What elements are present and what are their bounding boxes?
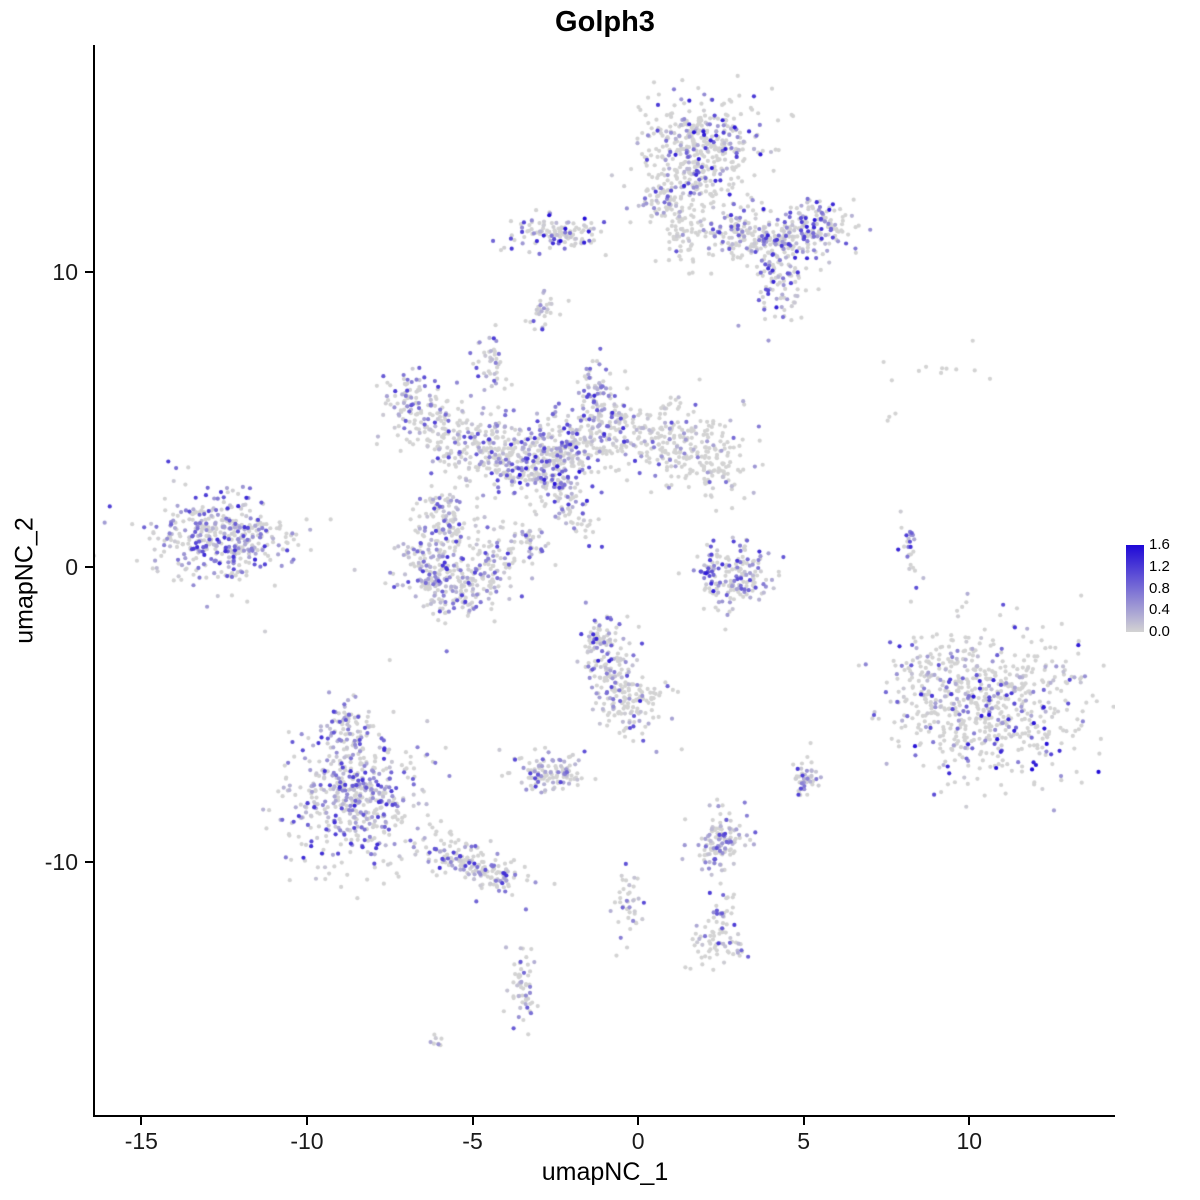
legend-label: 0.0 <box>1149 623 1170 640</box>
legend-label: 0.4 <box>1149 601 1170 619</box>
x-tick-label: -15 <box>124 1128 158 1154</box>
x-tick-mark <box>637 1117 640 1125</box>
x-axis-line <box>93 1115 1115 1117</box>
x-tick-mark <box>471 1117 474 1125</box>
chart-title: Golph3 <box>555 6 655 38</box>
x-tick-mark <box>802 1117 805 1125</box>
legend: 1.6 1.2 0.8 0.4 0.0 <box>1126 537 1200 645</box>
umap-scatter-canvas <box>95 45 1115 1115</box>
x-tick-label: 10 <box>956 1128 983 1154</box>
legend-labels: 1.6 1.2 0.8 0.4 0.0 <box>1126 537 1200 640</box>
legend-gradient-bar <box>1126 545 1144 632</box>
x-tick-label: -10 <box>290 1128 324 1154</box>
y-tick-label: -10 <box>44 848 78 875</box>
y-tick-label: 0 <box>65 553 78 580</box>
legend-label: 0.8 <box>1149 579 1170 597</box>
x-tick-label: 0 <box>631 1128 645 1154</box>
x-tick-mark <box>305 1117 308 1125</box>
x-tick-mark <box>140 1117 143 1125</box>
x-tick-mark <box>968 1117 971 1125</box>
x-tick-label: -5 <box>462 1128 483 1154</box>
y-tick-mark <box>85 270 93 273</box>
y-tick-label: 10 <box>52 258 78 285</box>
x-tick-label: 5 <box>797 1128 811 1154</box>
x-axis-title: umapNC_1 <box>541 1158 669 1186</box>
y-tick-mark <box>85 860 93 863</box>
legend-label: 1.2 <box>1149 557 1170 575</box>
legend-label: 1.6 <box>1149 536 1170 553</box>
y-tick-mark <box>85 565 93 568</box>
y-axis-line <box>93 45 95 1117</box>
plot-area <box>93 45 1115 1117</box>
